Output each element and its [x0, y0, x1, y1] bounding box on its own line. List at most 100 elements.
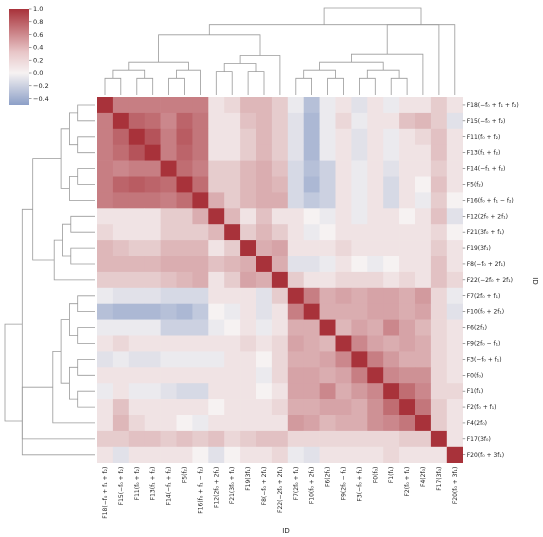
dendrogram-link	[319, 61, 384, 71]
heatmap-cell	[160, 446, 177, 463]
heatmap-cell	[399, 319, 416, 336]
heatmap-cell	[128, 208, 145, 225]
heatmap-cell	[335, 446, 352, 463]
heatmap-cell	[319, 367, 336, 384]
heatmap-cell	[367, 383, 384, 400]
heatmap-cell	[271, 144, 289, 161]
heatmap-cell	[128, 128, 145, 145]
heatmap-cell	[303, 128, 320, 145]
heatmap-cell	[335, 208, 352, 225]
heatmap-cell	[287, 367, 304, 384]
heatmap-cell	[240, 112, 257, 130]
heatmap-cell	[351, 144, 368, 161]
heatmap-cell	[303, 176, 320, 193]
heatmap-cell	[430, 112, 448, 130]
heatmap-cell	[208, 256, 225, 273]
heatmap-cell	[240, 128, 257, 145]
heatmap-cell	[383, 240, 400, 257]
x-tick-label: F17(3f₀)	[436, 467, 443, 491]
heatmap-cell	[176, 192, 193, 209]
heatmap-cell	[399, 367, 416, 384]
x-tick-label: F18(−f₀ + f₁ + f₂)	[102, 467, 109, 519]
heatmap-cell	[399, 144, 416, 161]
heatmap-cell	[176, 144, 193, 161]
heatmap-cell	[112, 224, 130, 241]
heatmap-cell	[192, 224, 209, 241]
heatmap-cell	[351, 351, 368, 368]
x-tick-label: F0(f₀)	[372, 467, 379, 483]
y-tick-label: F13(f₁ + f₂)	[467, 150, 501, 157]
heatmap-cell	[351, 97, 368, 114]
heatmap-cell	[112, 112, 130, 130]
y-tick-label: F9(2f₀ − f₁)	[467, 340, 501, 347]
heatmap-cell	[446, 399, 463, 416]
heatmap-cell	[415, 430, 432, 448]
heatmap-cell	[335, 399, 352, 416]
heatmap-cell	[287, 256, 304, 273]
heatmap-cell	[112, 271, 130, 289]
heatmap-cell	[319, 399, 336, 416]
heatmap-cell	[256, 256, 273, 273]
heatmap-cell	[335, 319, 352, 336]
heatmap-cell	[128, 256, 145, 273]
heatmap-cell	[97, 383, 114, 400]
heatmap-cell	[240, 446, 257, 463]
heatmap-cell	[128, 160, 145, 177]
heatmap-cell	[224, 383, 241, 400]
dendrogram-link	[350, 53, 424, 95]
heatmap-cell	[208, 208, 225, 225]
y-tick-label: F7(2f₀ + f₁)	[467, 293, 501, 300]
dendrogram-link	[32, 158, 62, 261]
heatmap-cell	[128, 399, 145, 416]
dendrogram-link	[69, 366, 78, 400]
heatmap-cell	[319, 176, 336, 193]
heatmap-cell	[335, 144, 352, 161]
heatmap-cell	[319, 383, 336, 400]
heatmap-cell	[97, 430, 114, 448]
x-tick-label: F2(f₀ + f₁)	[404, 467, 411, 497]
dendrogram-link	[77, 295, 95, 313]
heatmap-cell	[176, 112, 193, 130]
heatmap-cell	[383, 271, 400, 289]
heatmap-cell	[256, 351, 273, 368]
dendrogram-link	[386, 24, 456, 95]
heatmap-cell	[367, 144, 384, 161]
heatmap-cell	[415, 144, 432, 161]
heatmap-cell	[208, 240, 225, 257]
heatmap-cell	[224, 256, 241, 273]
heatmap-cell	[128, 383, 145, 400]
heatmap-cell	[160, 399, 177, 416]
heatmap-cell	[446, 112, 463, 130]
heatmap-cell	[97, 319, 114, 336]
y-tick-label: F14(−f₁ + f₂)	[467, 166, 506, 173]
heatmap-cell	[335, 224, 352, 241]
heatmap-cell	[367, 399, 384, 416]
heatmap-cell	[303, 415, 320, 432]
heatmap-cell	[97, 224, 114, 241]
heatmap-cell	[319, 97, 336, 114]
heatmap-cell	[367, 319, 384, 336]
heatmap-cell	[192, 383, 209, 400]
heatmap-cell	[97, 128, 114, 145]
heatmap-cell	[271, 97, 289, 114]
dendrogram-link	[176, 69, 201, 95]
heatmap-cell	[319, 335, 336, 352]
y-tick-label: F6(2f₁)	[467, 325, 487, 332]
heatmap-cell	[446, 303, 463, 320]
heatmap-cell	[160, 319, 177, 336]
heatmap-cell	[208, 399, 225, 416]
heatmap-cell	[415, 176, 432, 193]
heatmap-cell	[128, 192, 145, 209]
heatmap-cell	[351, 446, 368, 463]
heatmap-cell	[271, 446, 289, 463]
heatmap-cell	[192, 367, 209, 384]
y-tick-label: F19(3f₁)	[467, 245, 491, 252]
heatmap-cell	[351, 367, 368, 384]
heatmap-cell	[287, 430, 304, 448]
heatmap-cell	[192, 430, 209, 448]
heatmap-cell	[256, 446, 273, 463]
dendrogram-link	[77, 358, 95, 376]
heatmap-cell	[367, 240, 384, 257]
heatmap-cell	[430, 160, 448, 177]
heatmap-cell	[287, 192, 304, 209]
